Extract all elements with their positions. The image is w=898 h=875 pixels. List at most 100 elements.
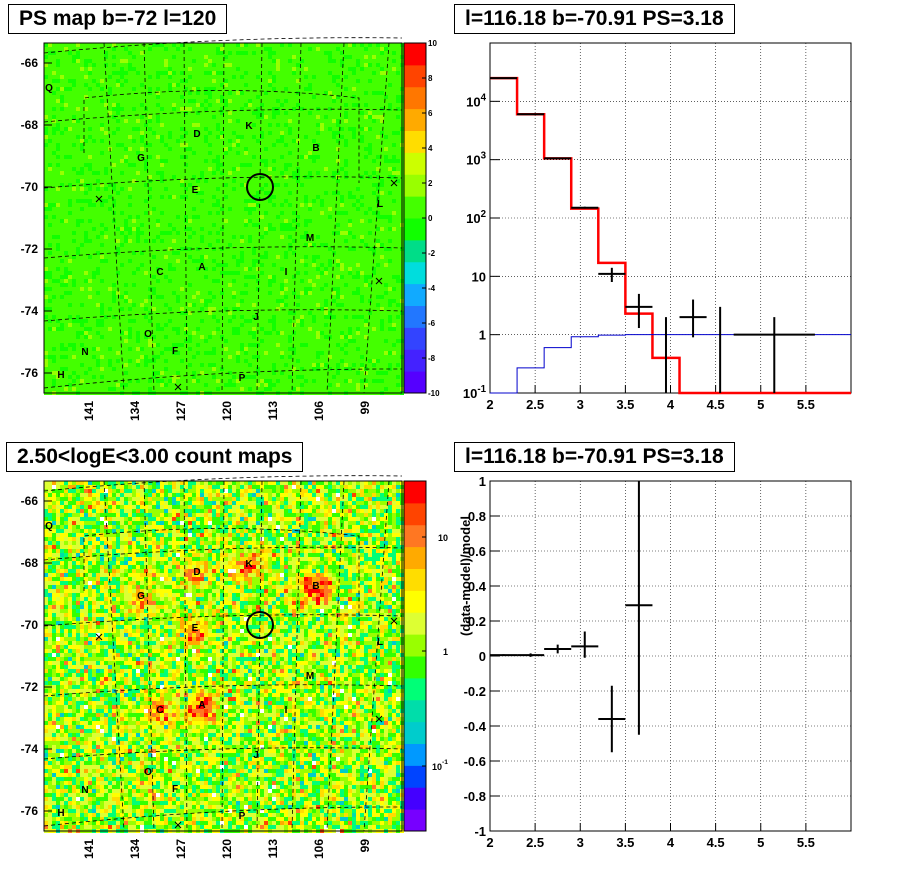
y-tick-label: 0 [479, 649, 486, 664]
spectrum-ticks: 2 2.5 3 3.5 4 4.5 5 5.5 10-1 1 10 102 103 104 [463, 92, 815, 412]
ps-map-coord-grid [43, 37, 403, 394]
colorbar-swatch [404, 349, 426, 372]
y-tick-label: 1 [479, 328, 486, 343]
latitude-line [43, 108, 403, 123]
source-label: D [193, 567, 200, 578]
latitude-line [43, 246, 403, 259]
colorbar-swatch [404, 743, 426, 766]
source-label: I [285, 267, 288, 278]
source-label: L [377, 199, 383, 210]
x-tick-label: 5.5 [797, 397, 815, 412]
y-tick-label: -68 [21, 118, 39, 132]
colorbar-swatch [404, 283, 426, 306]
y-tick-label: -0.4 [464, 719, 487, 734]
latitude-line [43, 684, 403, 697]
colorbar-swatch [404, 327, 426, 350]
longitude-line [291, 42, 302, 394]
colorbar-swatch [404, 765, 426, 788]
x-tick-label: 4 [667, 397, 675, 412]
colorbar-tick-label: 0 [428, 214, 433, 223]
colorbar-tick-label: 8 [428, 74, 433, 83]
colorbar-swatch [404, 174, 426, 197]
latitude-line [43, 546, 403, 561]
longitude-line [221, 480, 225, 832]
spectrum-panel: 2 2.5 3 3.5 4 4.5 5 5.5 10-1 1 10 102 103 104 [463, 42, 852, 412]
colorbar-swatch [404, 239, 426, 263]
longitude-line [183, 480, 188, 832]
longitude-line [103, 480, 125, 832]
x-tick-label: 127 [174, 401, 188, 421]
x-tick-label: 3.5 [616, 835, 634, 850]
y-tick-label: 103 [466, 151, 486, 168]
spectrum-title: l=116.18 b=-70.91 PS=3.18 [454, 4, 735, 34]
colorbar-swatch [404, 152, 426, 175]
x-tick-label: 3.5 [616, 397, 634, 412]
residuals-ticks: 2 2.5 3 3.5 4 4.5 5 5.5 1 0.8 0.6 0.4 0.2 0 -0.2 -0.4 -0… [464, 474, 815, 850]
y-tick-label: -72 [21, 242, 39, 256]
y-tick-label: -74 [21, 304, 39, 318]
colorbar-tick-label: -10 [428, 389, 440, 398]
colorbar-swatch [404, 699, 426, 723]
source-label: O [144, 767, 152, 778]
source-label: A [198, 700, 205, 711]
colorbar-swatch [404, 86, 426, 110]
source-label: K [245, 559, 253, 570]
source-label: B [312, 143, 319, 154]
y-tick-label: -0.6 [464, 754, 486, 769]
x-tick-label: 4.5 [707, 835, 725, 850]
source-label: J [253, 750, 259, 761]
x-tick-label: 2.5 [526, 835, 544, 850]
y-tick-label: -66 [21, 494, 39, 508]
source-label: D [193, 129, 200, 140]
source-label: F [172, 784, 178, 795]
colorbar-swatch [404, 218, 426, 241]
source-label: L [377, 637, 383, 648]
ps-map-source-labels: Q D K G B E L M C A I J O N F H P [45, 83, 398, 391]
source-label: E [192, 623, 199, 634]
colorbar-tick-label: 10 [428, 39, 437, 48]
count-map-source-labels: Q D K G B E L M C A I J O N F H P [45, 521, 398, 829]
longitude-line [291, 480, 302, 832]
latitude-line [43, 309, 403, 322]
ps-colorbar: 10 8 6 4 2 0 -2 -4 -6 -8 -10 [403, 39, 440, 398]
latitude-line [43, 37, 403, 54]
marked-source-circle [246, 173, 274, 201]
y-tick-label: -68 [21, 556, 39, 570]
y-tick-label: 10-1 [463, 384, 487, 401]
x-tick-label: 127 [174, 839, 188, 859]
ps-map-frame [43, 42, 403, 394]
count-map-title: 2.50<logE<3.00 count maps [6, 442, 304, 472]
y-tick-label: 0.8 [468, 509, 486, 524]
longitude-line [326, 42, 345, 394]
model-histogram [490, 334, 851, 394]
source-label: H [57, 370, 64, 381]
count-map-y-ticks: -66 -68 -70 -72 -74 -76 [21, 494, 52, 818]
y-tick-label: 104 [466, 92, 486, 109]
longitude-line [221, 42, 225, 394]
colorbar-swatch [404, 590, 426, 613]
longitude-line [326, 480, 345, 832]
longitude-line [363, 42, 390, 394]
x-tick-label: 4 [667, 835, 675, 850]
ps-map-panel: Q D K G B E L M C A I J O N F H P -66 -68 -70 -72 -74 -76 141 13… [21, 37, 404, 421]
source-label: N [81, 785, 88, 796]
y-tick-label: -1 [474, 824, 486, 839]
colorbar-swatch [404, 108, 426, 131]
colorbar-tick-label: -6 [428, 319, 436, 328]
source-label: I [285, 705, 288, 716]
y-axis-label: (data-model)/model [458, 516, 473, 636]
y-tick-label: -76 [21, 804, 39, 818]
colorbar-swatch [404, 656, 426, 679]
x-tick-label: 120 [220, 401, 234, 421]
colorbar-swatch [404, 261, 426, 285]
x-tick-label: 134 [128, 839, 142, 859]
x-tick-label: 5 [757, 835, 764, 850]
colorbar-tick-label: 10 [438, 533, 448, 543]
x-tick-label: 106 [312, 839, 326, 859]
x-tick-label: 4.5 [707, 397, 725, 412]
x-tick-label: 3 [577, 835, 584, 850]
source-cross [375, 277, 383, 285]
y-tick-label: -70 [21, 180, 39, 194]
ps-map-y-ticks: -66 -68 -70 -72 -74 -76 [21, 56, 52, 380]
